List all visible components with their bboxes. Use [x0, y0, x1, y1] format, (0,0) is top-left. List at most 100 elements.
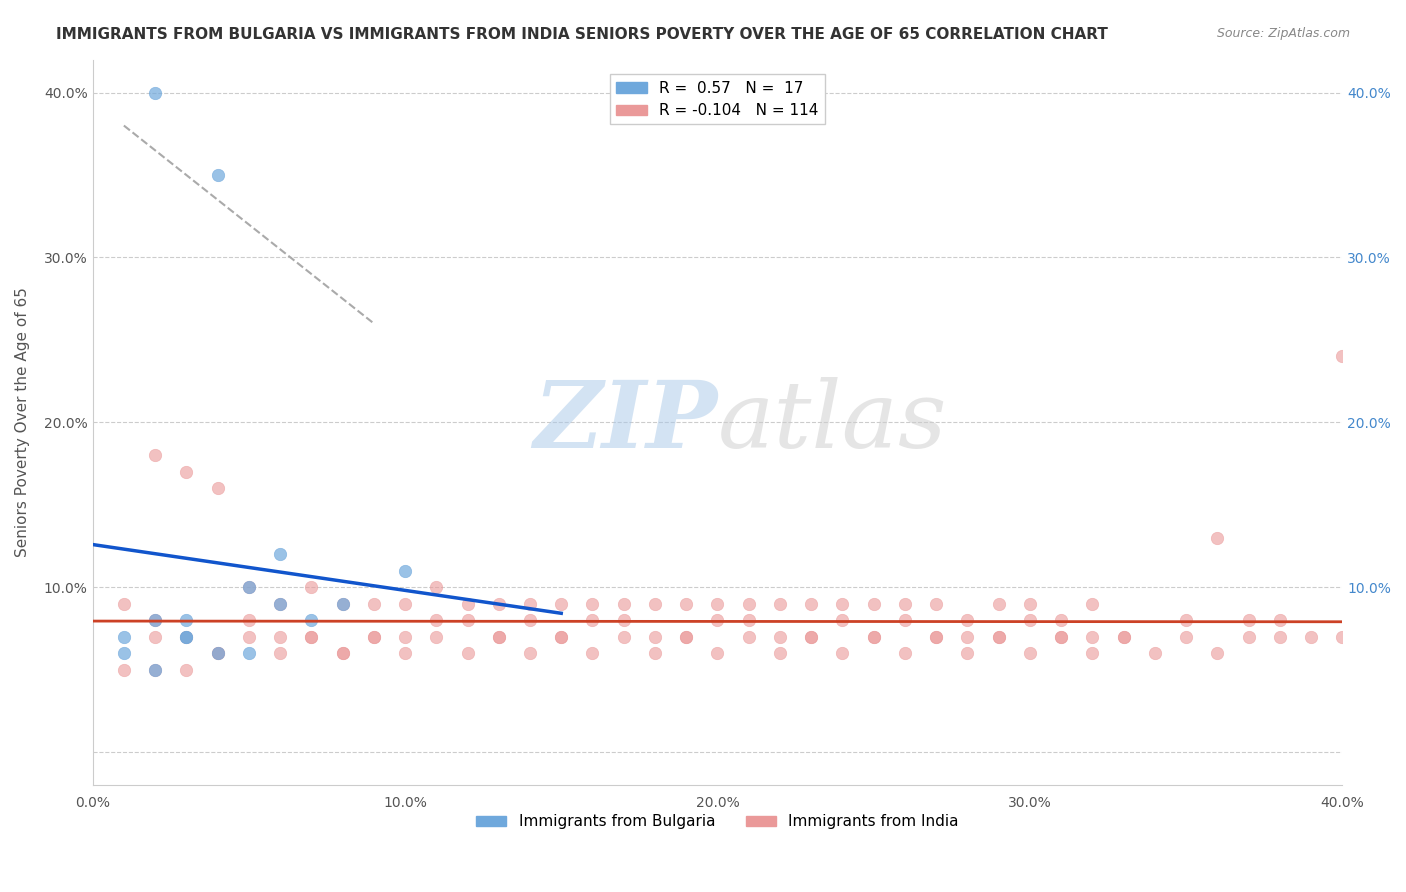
- Point: [488, 630, 510, 644]
- Point: [207, 646, 229, 660]
- Point: [269, 597, 291, 611]
- Point: [550, 597, 572, 611]
- Point: [238, 630, 260, 644]
- Point: [1299, 630, 1322, 644]
- Point: [1331, 350, 1354, 364]
- Point: [143, 613, 166, 627]
- Point: [519, 613, 541, 627]
- Point: [1018, 646, 1040, 660]
- Text: IMMIGRANTS FROM BULGARIA VS IMMIGRANTS FROM INDIA SENIORS POVERTY OVER THE AGE O: IMMIGRANTS FROM BULGARIA VS IMMIGRANTS F…: [56, 27, 1108, 42]
- Point: [581, 597, 603, 611]
- Point: [581, 646, 603, 660]
- Point: [894, 597, 917, 611]
- Point: [363, 630, 385, 644]
- Point: [706, 597, 728, 611]
- Text: Source: ZipAtlas.com: Source: ZipAtlas.com: [1216, 27, 1350, 40]
- Point: [176, 663, 198, 677]
- Point: [394, 597, 416, 611]
- Point: [394, 630, 416, 644]
- Point: [800, 630, 823, 644]
- Point: [737, 630, 759, 644]
- Point: [176, 613, 198, 627]
- Point: [269, 646, 291, 660]
- Point: [1081, 597, 1104, 611]
- Point: [519, 597, 541, 611]
- Point: [925, 630, 948, 644]
- Point: [394, 646, 416, 660]
- Point: [269, 630, 291, 644]
- Point: [112, 646, 135, 660]
- Point: [176, 630, 198, 644]
- Point: [644, 646, 666, 660]
- Point: [112, 597, 135, 611]
- Point: [143, 663, 166, 677]
- Point: [238, 580, 260, 594]
- Point: [644, 630, 666, 644]
- Point: [800, 630, 823, 644]
- Point: [1268, 630, 1291, 644]
- Point: [894, 646, 917, 660]
- Point: [207, 646, 229, 660]
- Point: [769, 597, 792, 611]
- Legend: Immigrants from Bulgaria, Immigrants from India: Immigrants from Bulgaria, Immigrants fro…: [470, 808, 965, 836]
- Point: [176, 630, 198, 644]
- Point: [737, 613, 759, 627]
- Point: [1112, 630, 1135, 644]
- Point: [1206, 646, 1229, 660]
- Point: [1175, 613, 1198, 627]
- Point: [987, 630, 1010, 644]
- Point: [675, 597, 697, 611]
- Point: [1268, 613, 1291, 627]
- Point: [831, 646, 853, 660]
- Point: [1018, 597, 1040, 611]
- Point: [238, 613, 260, 627]
- Point: [956, 613, 979, 627]
- Point: [894, 613, 917, 627]
- Point: [143, 663, 166, 677]
- Point: [143, 613, 166, 627]
- Point: [112, 630, 135, 644]
- Point: [332, 597, 354, 611]
- Point: [1018, 613, 1040, 627]
- Point: [862, 630, 884, 644]
- Point: [1050, 613, 1073, 627]
- Point: [831, 613, 853, 627]
- Point: [987, 630, 1010, 644]
- Point: [925, 630, 948, 644]
- Point: [299, 580, 322, 594]
- Point: [1081, 630, 1104, 644]
- Point: [176, 465, 198, 479]
- Point: [488, 630, 510, 644]
- Point: [143, 86, 166, 100]
- Point: [519, 646, 541, 660]
- Point: [394, 564, 416, 578]
- Point: [1331, 630, 1354, 644]
- Point: [581, 613, 603, 627]
- Point: [1050, 630, 1073, 644]
- Y-axis label: Seniors Poverty Over the Age of 65: Seniors Poverty Over the Age of 65: [15, 287, 30, 558]
- Point: [176, 630, 198, 644]
- Point: [332, 646, 354, 660]
- Point: [299, 630, 322, 644]
- Point: [987, 597, 1010, 611]
- Point: [425, 630, 447, 644]
- Point: [332, 646, 354, 660]
- Point: [207, 646, 229, 660]
- Point: [769, 646, 792, 660]
- Point: [238, 580, 260, 594]
- Point: [613, 613, 636, 627]
- Point: [488, 597, 510, 611]
- Point: [269, 597, 291, 611]
- Point: [299, 630, 322, 644]
- Point: [363, 597, 385, 611]
- Point: [425, 613, 447, 627]
- Point: [112, 663, 135, 677]
- Point: [862, 597, 884, 611]
- Point: [457, 613, 479, 627]
- Point: [207, 481, 229, 495]
- Point: [1081, 646, 1104, 660]
- Point: [457, 597, 479, 611]
- Point: [644, 597, 666, 611]
- Point: [1050, 630, 1073, 644]
- Text: ZIP: ZIP: [533, 377, 717, 467]
